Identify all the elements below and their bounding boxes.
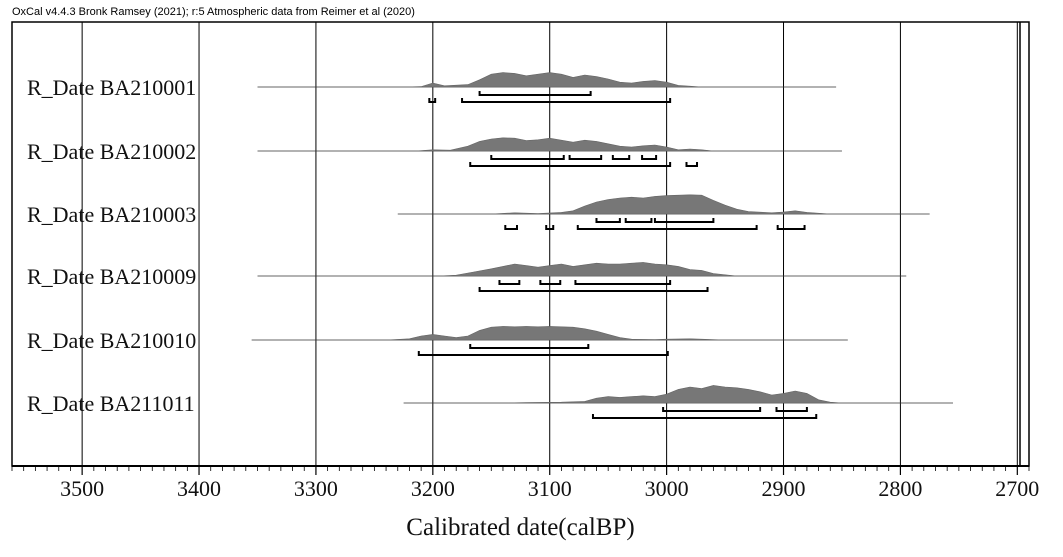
x-tick-label: 2700 <box>995 476 1039 501</box>
probability-distribution <box>502 385 843 404</box>
probability-distribution <box>415 137 714 152</box>
range-95-bracket <box>776 225 806 230</box>
range-95-bracket <box>504 225 518 230</box>
x-tick-label: 2800 <box>878 476 922 501</box>
range-95-bracket <box>545 225 555 230</box>
x-tick-label: 3200 <box>411 476 455 501</box>
range-68-bracket <box>641 155 658 160</box>
x-axis-title: Calibrated date(calBP) <box>406 514 634 541</box>
range-95-bracket <box>469 162 672 167</box>
range-95-bracket <box>428 98 437 103</box>
range-68-bracket <box>624 218 653 223</box>
range-95-bracket <box>478 287 709 292</box>
sample-label: R_Date BA211011 <box>27 391 195 416</box>
range-68-bracket <box>490 155 565 160</box>
x-tick-label: 3500 <box>60 476 104 501</box>
sample-label: R_Date BA210002 <box>27 139 196 164</box>
x-tick-label: 3000 <box>645 476 689 501</box>
x-tick-label: 3300 <box>294 476 338 501</box>
probability-distribution <box>403 72 702 88</box>
x-tick-label: 3100 <box>528 476 572 501</box>
range-68-bracket <box>498 280 521 285</box>
range-68-bracket <box>478 91 592 96</box>
range-95-bracket <box>685 162 699 167</box>
range-68-bracket <box>469 344 590 349</box>
chart-header: OxCal v4.4.3 Bronk Ramsey (2021); r:5 At… <box>12 6 415 18</box>
range-68-bracket <box>662 407 762 412</box>
sample-label: R_Date BA210003 <box>27 202 196 227</box>
probability-distribution <box>438 262 737 277</box>
range-95-bracket <box>576 225 758 230</box>
range-68-bracket <box>568 155 603 160</box>
range-68-bracket <box>611 155 631 160</box>
range-68-bracket <box>653 218 715 223</box>
range-95-bracket <box>417 351 669 356</box>
probability-distribution <box>386 326 726 341</box>
x-tick-label: 2900 <box>762 476 806 501</box>
range-95-bracket <box>461 98 672 103</box>
range-68-bracket <box>539 280 562 285</box>
sample-label: R_Date BA210010 <box>27 328 196 353</box>
range-68-bracket <box>595 218 621 223</box>
sample-label: R_Date BA210009 <box>27 264 196 289</box>
sample-label: R_Date BA210001 <box>27 75 196 100</box>
x-tick-label: 3400 <box>177 476 221 501</box>
range-68-bracket <box>775 407 808 412</box>
range-95-bracket <box>591 414 818 419</box>
range-68-bracket <box>574 280 672 285</box>
probability-distribution <box>491 194 831 215</box>
